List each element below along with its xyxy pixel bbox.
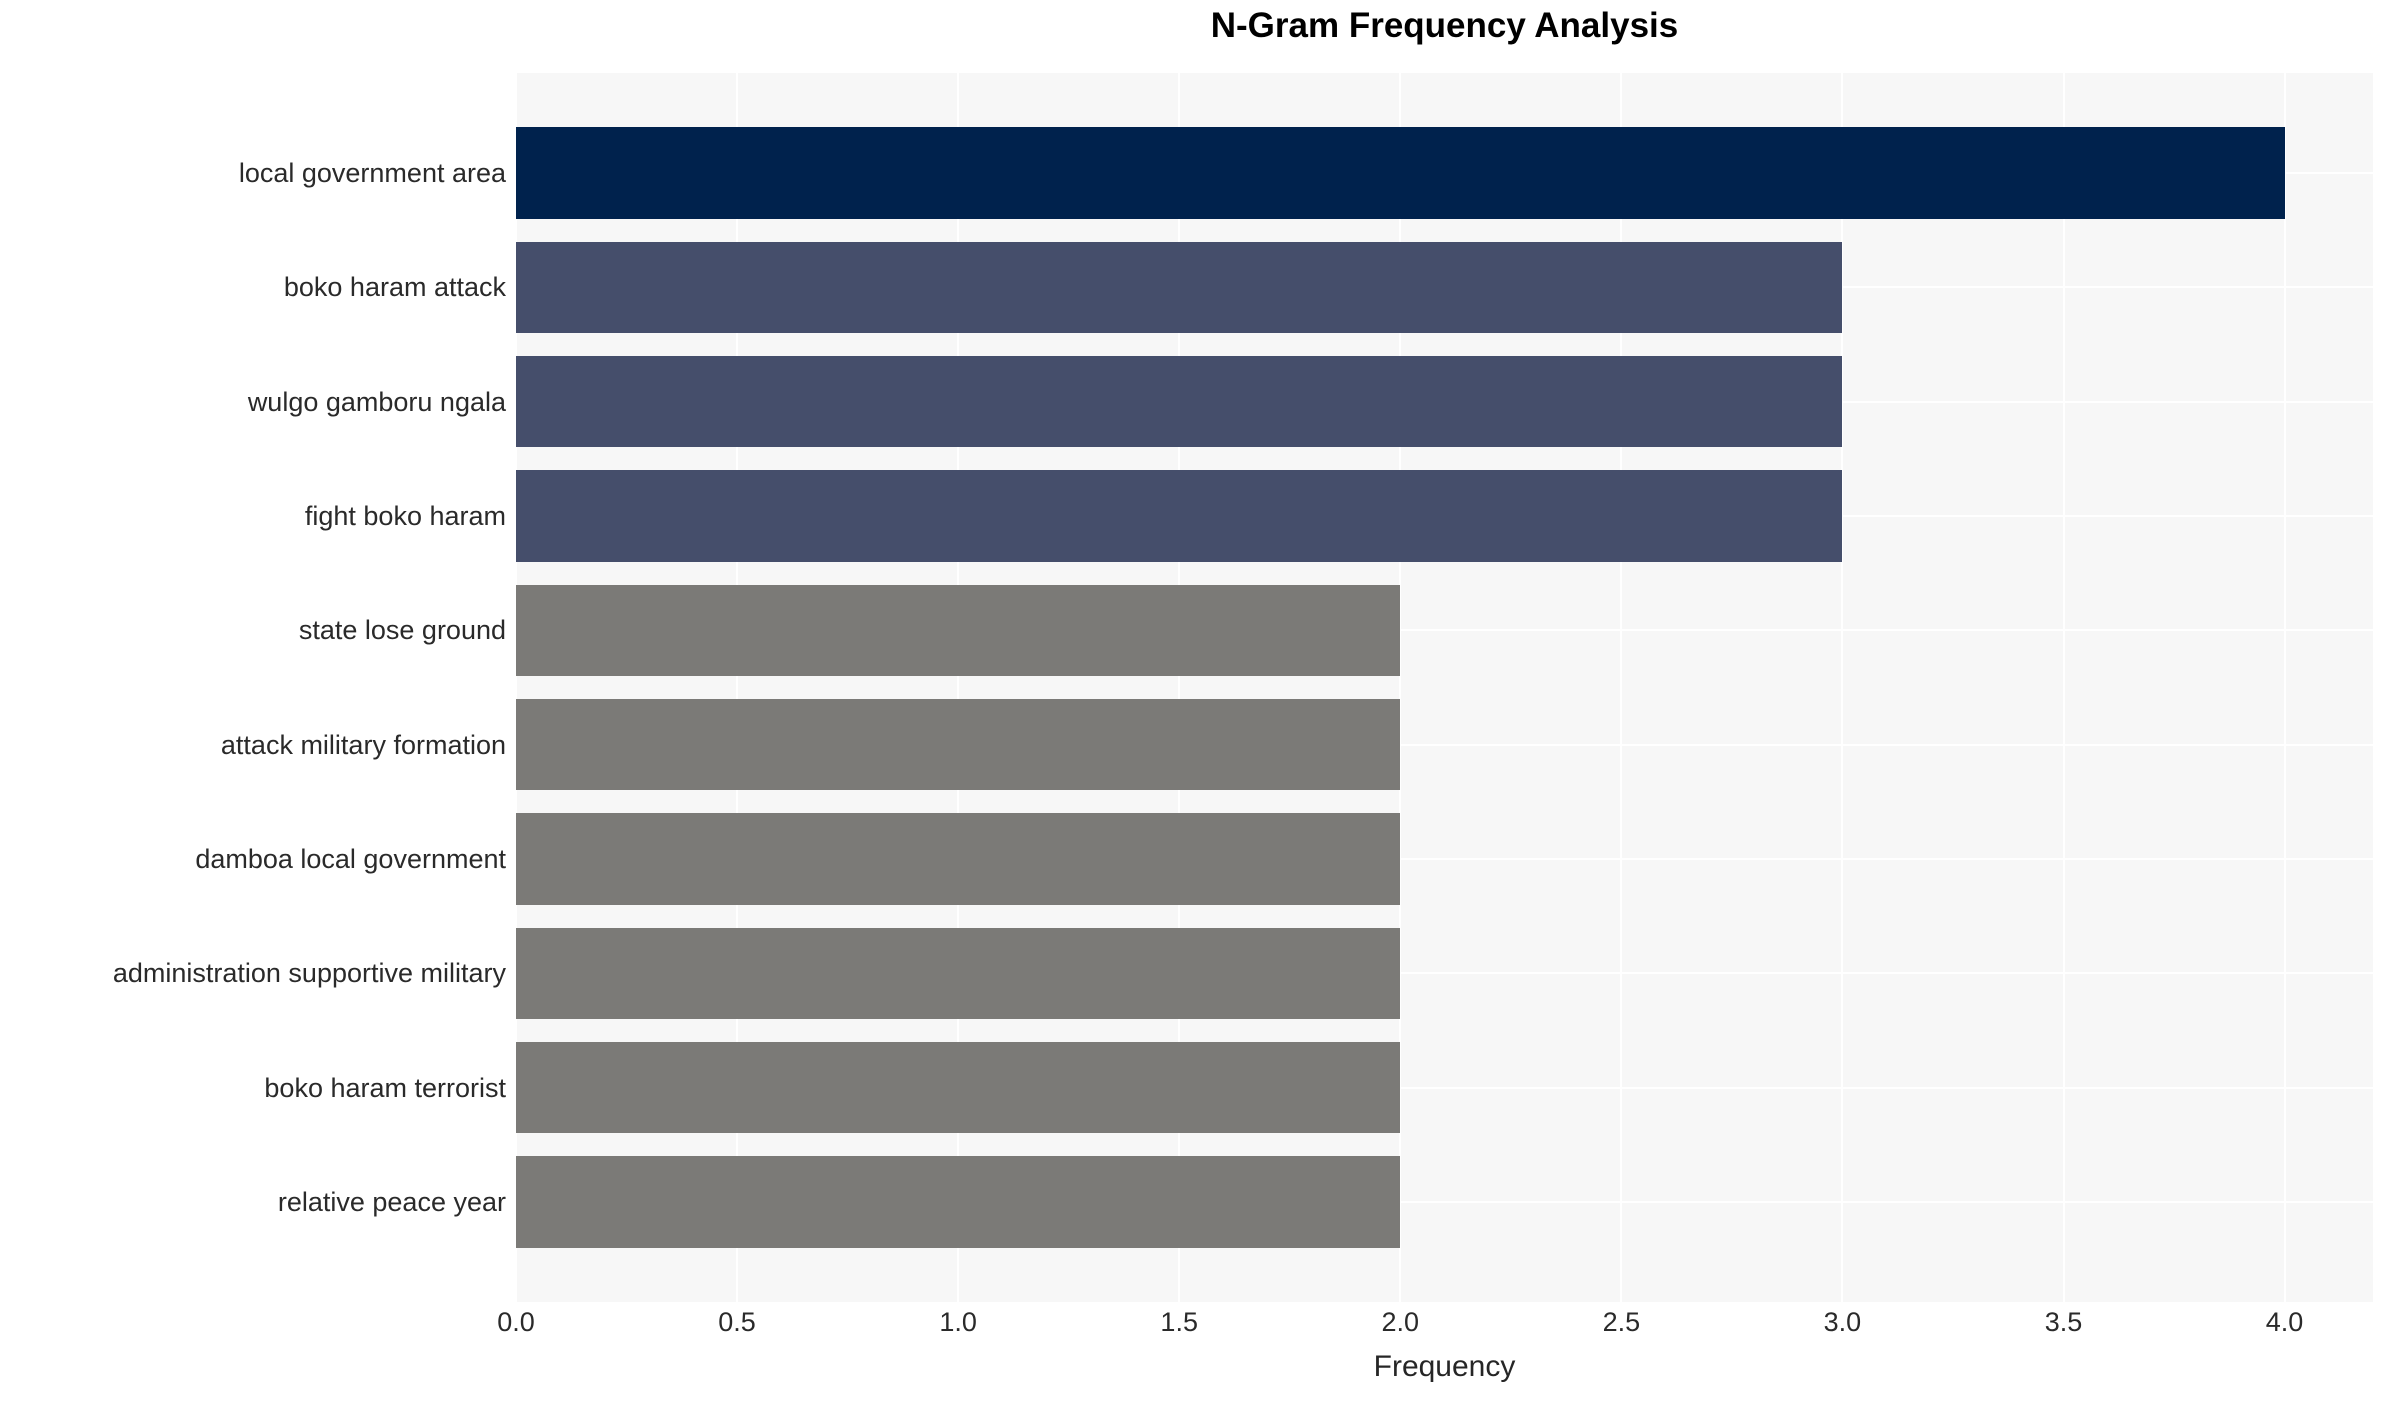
x-tick-label: 2.0 (1381, 1307, 1420, 1337)
y-tick-label: administration supportive military (112, 958, 506, 989)
y-tick-label: relative peace year (277, 1186, 506, 1217)
y-tick-label: boko haram terrorist (264, 1072, 506, 1103)
horizontal-gridline (516, 1086, 2373, 1089)
vertical-gridline (2283, 73, 2286, 1302)
x-tick-label: 1.0 (939, 1307, 977, 1337)
y-axis-tick-labels: local government area boko haram attack wu… (0, 73, 506, 1302)
bar (516, 355, 1843, 448)
horizontal-gridline (516, 1200, 2373, 1203)
x-tick-label: 4.0 (2265, 1307, 2304, 1337)
bar (516, 241, 1843, 334)
y-tick-label: state lose ground (298, 615, 506, 646)
bar (516, 584, 1401, 677)
horizontal-gridline (516, 857, 2373, 860)
vertical-gridline (957, 73, 960, 1302)
bar (516, 813, 1401, 905)
y-tick-label: fight boko haram (304, 501, 506, 531)
bar (516, 1041, 1401, 1134)
chart-title: N-Gram Frequency Analysis (1210, 6, 1679, 45)
y-tick-label: wulgo gamboru ngala (247, 386, 506, 417)
x-tick-label: 3.5 (2044, 1307, 2083, 1337)
vertical-gridline (2062, 73, 2065, 1302)
vertical-gridline (736, 73, 739, 1302)
horizontal-gridline (516, 743, 2373, 746)
bar (516, 698, 1401, 791)
x-tick-label: 0.5 (718, 1307, 756, 1337)
bar (516, 1156, 1401, 1248)
vertical-gridline (1178, 73, 1181, 1302)
horizontal-gridline (516, 972, 2373, 975)
plot-area (515, 73, 2373, 1302)
vertical-gridline (1399, 73, 1402, 1302)
vertical-gridline (1620, 73, 1623, 1302)
vertical-gridline (1841, 73, 1844, 1302)
horizontal-gridline (516, 629, 2373, 632)
bar (516, 927, 1401, 1020)
x-tick-label: 1.5 (1160, 1307, 1198, 1337)
y-tick-label: local government area (238, 158, 506, 189)
x-tick-label: 3.0 (1823, 1307, 1862, 1337)
x-tick-label: 2.5 (1602, 1307, 1641, 1337)
bar (516, 470, 1843, 562)
y-tick-label: boko haram attack (283, 272, 506, 303)
y-tick-label: damboa local government (195, 843, 506, 874)
x-axis-tick-labels: 0.0 0.5 1.0 1.5 2.0 2.5 3.0 3.5 4.0 (497, 1307, 2373, 1343)
vertical-gridline (515, 73, 517, 1302)
y-tick-label: attack military formation (220, 729, 506, 760)
x-tick-label: 0.0 (497, 1307, 535, 1337)
x-axis-label: Frequency (1373, 1350, 1516, 1383)
bar (516, 127, 2285, 219)
